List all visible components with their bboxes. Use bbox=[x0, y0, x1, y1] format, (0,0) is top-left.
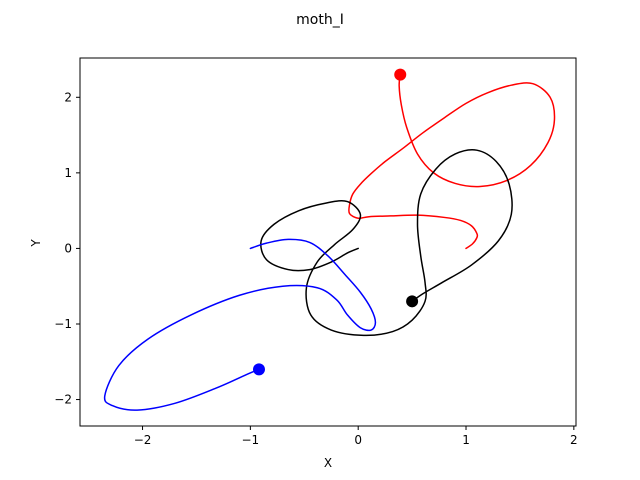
plot-frame bbox=[79, 57, 577, 427]
x-tick-label: 2 bbox=[570, 433, 578, 447]
y-tick-label: −2 bbox=[54, 393, 72, 407]
series-line-red bbox=[348, 73, 556, 250]
y-tick-label: 1 bbox=[64, 166, 72, 180]
x-tick-label: −2 bbox=[134, 433, 152, 447]
y-tick-label: −1 bbox=[54, 317, 72, 331]
x-tick-label: 1 bbox=[462, 433, 470, 447]
x-axis-label: X bbox=[324, 456, 332, 470]
marker-layer bbox=[252, 68, 419, 376]
plot-area bbox=[79, 57, 577, 427]
x-tick-label: −1 bbox=[242, 433, 260, 447]
chart-title: moth_I bbox=[296, 12, 344, 28]
x-axis: −2 −1 0 1 2 bbox=[134, 426, 578, 447]
y-tick-label: 0 bbox=[64, 241, 72, 255]
y-axis-label: Y bbox=[29, 239, 43, 248]
end-marker-blue bbox=[252, 363, 265, 376]
x-tick-label: 0 bbox=[354, 433, 362, 447]
end-marker-black bbox=[406, 295, 419, 308]
y-tick-label: 2 bbox=[64, 90, 72, 104]
y-axis: −2 −1 0 1 2 bbox=[54, 90, 80, 407]
series-line-black bbox=[260, 149, 513, 337]
end-marker-red bbox=[394, 68, 407, 81]
series-line-blue bbox=[103, 238, 377, 411]
series-layer bbox=[103, 73, 556, 411]
